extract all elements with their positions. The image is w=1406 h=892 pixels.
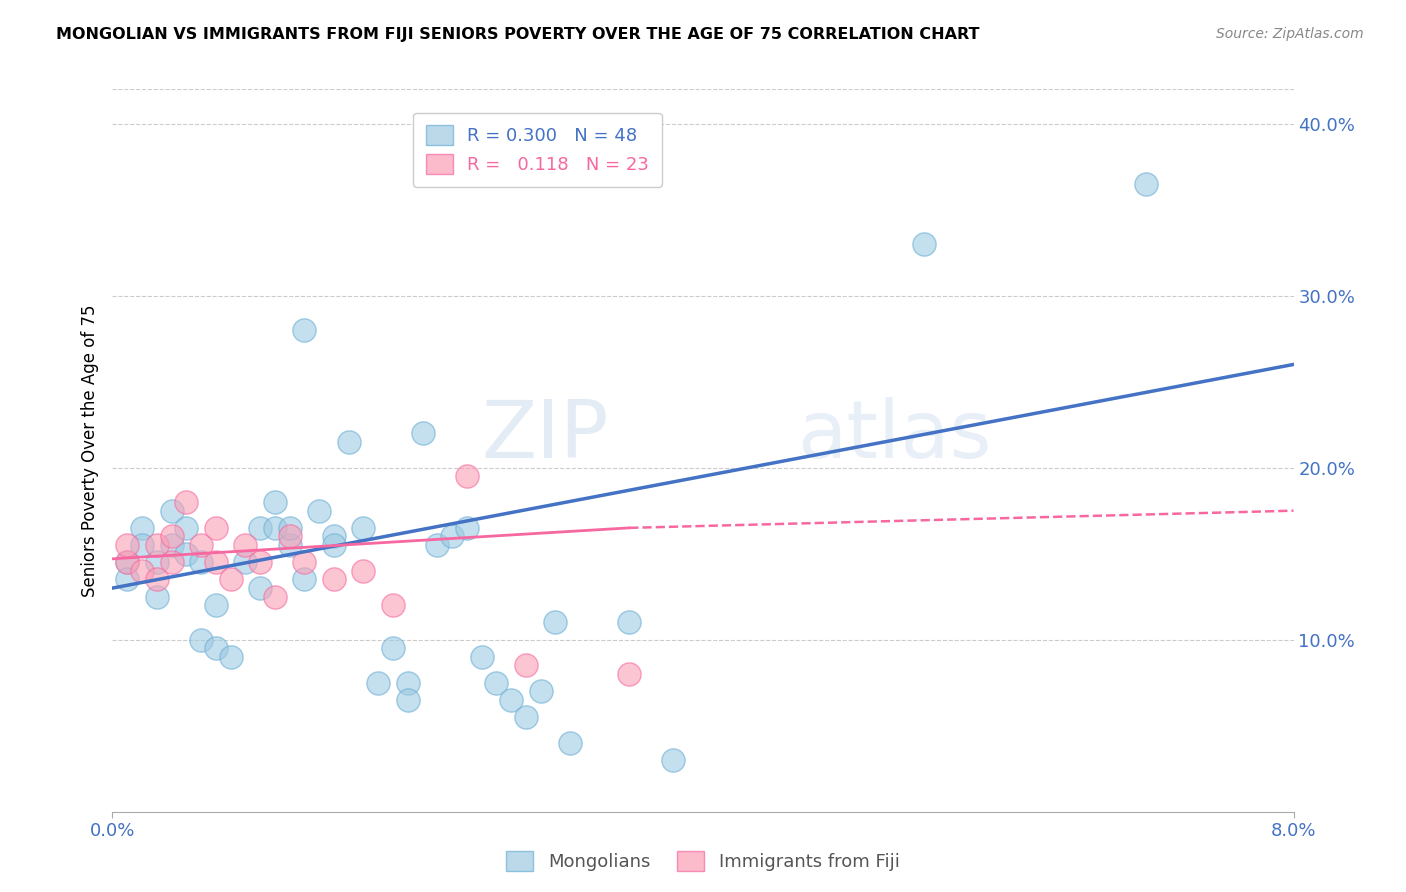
Point — [515, 710, 537, 724]
Point — [219, 573, 242, 587]
Point — [160, 529, 183, 543]
Point — [146, 573, 169, 587]
Point — [205, 641, 228, 656]
Point — [323, 538, 346, 552]
Point — [485, 675, 508, 690]
Point — [544, 615, 567, 630]
Point — [117, 555, 138, 569]
Point — [1135, 177, 1157, 191]
Point — [131, 564, 153, 578]
Point — [367, 675, 389, 690]
Point — [292, 323, 315, 337]
Point — [278, 538, 301, 552]
Point — [441, 529, 464, 543]
Point — [914, 237, 936, 252]
Point — [117, 573, 138, 587]
Point — [219, 649, 242, 664]
Point — [264, 590, 287, 604]
Point — [382, 641, 405, 656]
Point — [278, 529, 301, 543]
Point — [205, 599, 228, 613]
Text: MONGOLIAN VS IMMIGRANTS FROM FIJI SENIORS POVERTY OVER THE AGE OF 75 CORRELATION: MONGOLIAN VS IMMIGRANTS FROM FIJI SENIOR… — [56, 27, 980, 42]
Point — [352, 564, 374, 578]
Point — [249, 555, 271, 569]
Point — [278, 521, 301, 535]
Point — [249, 521, 271, 535]
Point — [249, 581, 271, 595]
Point — [146, 555, 169, 569]
Point — [160, 503, 183, 517]
Point — [117, 538, 138, 552]
Y-axis label: Seniors Poverty Over the Age of 75: Seniors Poverty Over the Age of 75 — [80, 304, 98, 597]
Point — [131, 538, 153, 552]
Point — [174, 521, 197, 535]
Point — [117, 555, 138, 569]
Point — [174, 495, 197, 509]
Legend: R = 0.300   N = 48, R =   0.118   N = 23: R = 0.300 N = 48, R = 0.118 N = 23 — [413, 112, 662, 186]
Point — [233, 555, 256, 569]
Point — [560, 736, 582, 750]
Point — [292, 573, 315, 587]
Point — [619, 667, 641, 681]
Point — [412, 426, 434, 441]
Legend: Mongolians, Immigrants from Fiji: Mongolians, Immigrants from Fiji — [499, 844, 907, 879]
Point — [619, 615, 641, 630]
Text: ZIP: ZIP — [481, 397, 609, 475]
Point — [396, 693, 419, 707]
Point — [205, 521, 228, 535]
Point — [160, 555, 183, 569]
Point — [264, 495, 287, 509]
Point — [190, 538, 212, 552]
Point — [501, 693, 523, 707]
Point — [233, 538, 256, 552]
Point — [471, 649, 494, 664]
Point — [323, 529, 346, 543]
Point — [146, 538, 169, 552]
Point — [456, 521, 478, 535]
Point — [515, 658, 537, 673]
Point — [529, 684, 551, 698]
Point — [174, 547, 197, 561]
Point — [323, 573, 346, 587]
Point — [426, 538, 449, 552]
Point — [308, 503, 330, 517]
Point — [190, 555, 212, 569]
Point — [396, 675, 419, 690]
Point — [382, 599, 405, 613]
Text: Source: ZipAtlas.com: Source: ZipAtlas.com — [1216, 27, 1364, 41]
Point — [146, 590, 169, 604]
Point — [352, 521, 374, 535]
Point — [131, 521, 153, 535]
Point — [160, 538, 183, 552]
Point — [264, 521, 287, 535]
Point — [190, 632, 212, 647]
Point — [205, 555, 228, 569]
Text: atlas: atlas — [797, 397, 991, 475]
Point — [662, 753, 685, 767]
Point — [292, 555, 315, 569]
Point — [337, 434, 360, 449]
Point — [456, 469, 478, 483]
